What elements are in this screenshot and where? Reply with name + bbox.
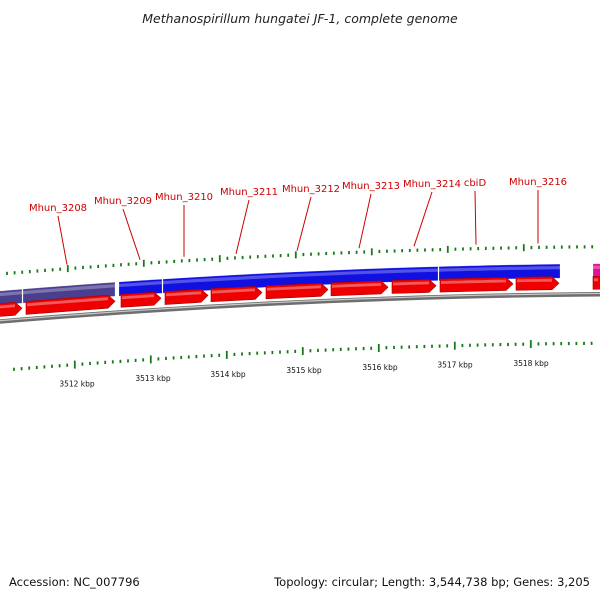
cds-arrow-sheen — [166, 291, 201, 297]
cds-arrow[interactable] — [25, 294, 116, 315]
feature-band-sheen — [593, 265, 600, 269]
cds-arrow-sheen — [267, 285, 321, 291]
gene-leader-line — [235, 199, 250, 255]
feature-band-sheen — [23, 284, 115, 295]
cds-arrow[interactable] — [265, 282, 329, 300]
cds-arrow-sheen — [517, 278, 552, 283]
scale-label: 3514 kbp — [210, 370, 246, 379]
cds-arrow[interactable] — [391, 279, 437, 294]
feature-band-sheen — [439, 266, 560, 272]
feature-band-sheen — [0, 291, 22, 297]
gene-label-mhun_3208[interactable]: Mhun_3208 — [29, 203, 87, 214]
cds-arrow[interactable] — [164, 288, 209, 305]
cds-arrow-sheen — [212, 288, 255, 294]
cds-arrow-sheen — [441, 279, 506, 284]
cds-arrow[interactable] — [120, 291, 162, 308]
topology-summary: Topology: circular; Length: 3,544,738 bp… — [274, 575, 590, 589]
gene-label-mhun_3216[interactable]: Mhun_3216 — [509, 177, 567, 188]
gene-label-mhun_3214[interactable]: Mhun_3214 — [403, 179, 461, 190]
accession-label: Accession: NC_007796 — [9, 575, 140, 589]
scale-label: 3515 kbp — [286, 366, 322, 375]
gene-label-cbid[interactable]: cbiD — [464, 178, 487, 189]
scale-label: 3512 kbp — [59, 380, 95, 389]
cds-arrow-sheen — [393, 281, 429, 286]
gene-leader-line — [474, 190, 477, 245]
gene-leader-line — [122, 208, 141, 260]
gene-label-mhun_3211[interactable]: Mhun_3211 — [220, 187, 278, 198]
gene-label-mhun_3210[interactable]: Mhun_3210 — [155, 192, 213, 203]
cds-arrow[interactable] — [0, 301, 23, 317]
feature-band-sheen — [163, 268, 438, 285]
cds-arrow-sheen — [122, 294, 154, 300]
feature-band-sheen — [119, 281, 162, 288]
gene-leader-line — [57, 215, 68, 265]
scale-label: 3517 kbp — [437, 361, 473, 370]
cds-arrow[interactable] — [210, 286, 263, 303]
cds-arrow-sheen — [594, 278, 598, 282]
genome-title: Methanospirillum hungatei JF-1, complete… — [142, 11, 458, 26]
gene-leader-line — [296, 196, 312, 251]
gene-leader-line — [413, 191, 433, 247]
cds-arrow-sheen — [332, 283, 381, 288]
gene-leader-line — [358, 193, 372, 249]
scale-label: 3518 kbp — [513, 359, 549, 368]
scale-label: 3513 kbp — [135, 374, 171, 383]
gene-label-mhun_3209[interactable]: Mhun_3209 — [94, 196, 152, 207]
cds-arrow-sheen — [0, 304, 15, 309]
cds-arrow[interactable] — [439, 277, 514, 293]
genome-backbone-highlight — [0, 292, 600, 322]
cds-arrow[interactable] — [330, 280, 389, 297]
gene-label-mhun_3213[interactable]: Mhun_3213 — [342, 181, 400, 192]
cds-arrow[interactable] — [592, 275, 600, 290]
genome-backbone — [0, 291, 600, 324]
genome-map: Mhun_3208 Mhun_3209 Mhun_3210 Mhun_3211 Mhun… — [0, 177, 600, 389]
scale-label: 3516 kbp — [362, 363, 398, 372]
gene-label-mhun_3212[interactable]: Mhun_3212 — [282, 184, 340, 195]
cds-arrow[interactable] — [515, 276, 560, 291]
cds-arrow-sheen — [27, 297, 108, 307]
